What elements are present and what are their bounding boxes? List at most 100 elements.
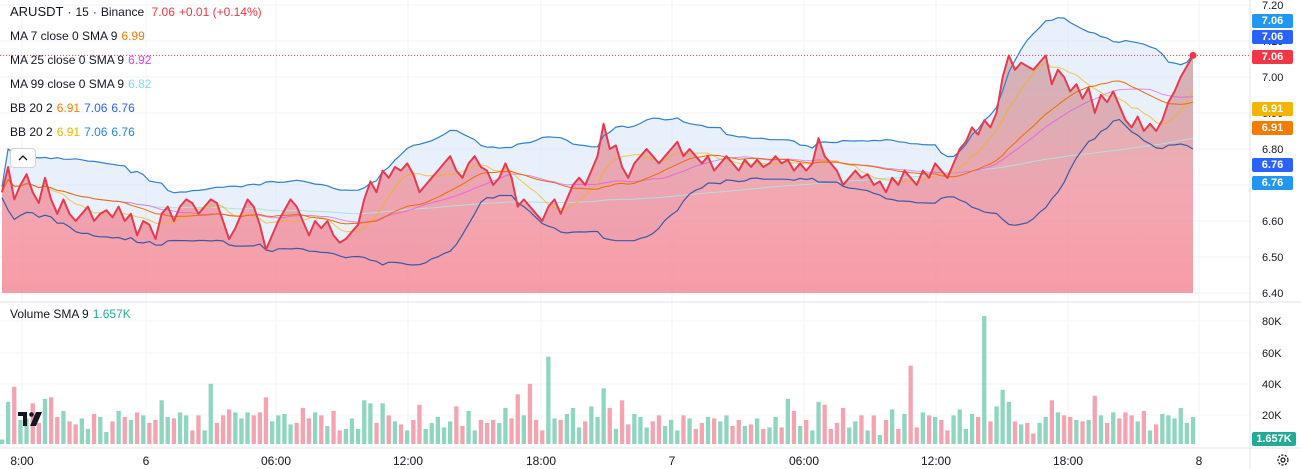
volume-bar	[779, 427, 784, 444]
volume-bar	[773, 416, 778, 444]
volume-bar	[1086, 419, 1091, 444]
time-tick-label: 12:00	[393, 454, 423, 468]
volume-bar	[712, 418, 717, 444]
price-tag: 6.76	[1252, 176, 1293, 190]
volume-bar	[300, 407, 305, 444]
volume-bar	[570, 407, 576, 444]
volume-legend-label[interactable]: Volume SMA 9	[10, 307, 89, 321]
volume-bar	[362, 400, 367, 444]
volume-bar	[171, 418, 177, 444]
volume-bar	[656, 415, 662, 444]
volume-bar	[527, 383, 533, 444]
volume-bar	[349, 418, 355, 444]
volume-bar	[190, 430, 195, 444]
time-tick-label: 06:00	[261, 454, 291, 468]
volume-bar	[435, 416, 440, 444]
volume-bar	[1043, 416, 1048, 444]
volume-bar	[1019, 424, 1024, 444]
volume-bar	[939, 419, 944, 444]
volume-bar	[890, 409, 895, 444]
volume-bar	[718, 421, 723, 444]
volume-bar	[804, 419, 809, 444]
symbol-name[interactable]: ARUSDT	[10, 4, 64, 19]
interval-label[interactable]: 15	[75, 5, 89, 19]
indicator-legend-row[interactable]: BB 20 2 6.91 7.06 6.76	[10, 101, 139, 115]
tradingview-logo-icon[interactable]	[18, 410, 44, 428]
price-axis-ticks[interactable]: 7.207.107.006.906.806.706.606.506.40	[1262, 0, 1283, 300]
volume-bar	[730, 425, 735, 444]
volume-bar	[828, 428, 833, 444]
collapse-legend-button[interactable]	[10, 148, 36, 168]
indicator-legend-row[interactable]: BB 20 2 6.91 7.06 6.76	[10, 125, 139, 139]
volume-bar	[976, 416, 981, 444]
volume-bar	[736, 419, 741, 444]
indicator-value: 6.76	[111, 101, 135, 115]
ma99-line	[1, 137, 1194, 215]
volume-bar	[1184, 422, 1189, 444]
volume-bar	[73, 424, 78, 444]
volume-bar	[521, 415, 526, 444]
volume-bar	[368, 403, 373, 444]
volume-bar	[288, 424, 293, 444]
price-tag: 6.91	[1252, 121, 1293, 135]
volume-bar	[847, 427, 852, 444]
indicator-legend-row[interactable]: MA 25 close 0 SMA 9 6.92	[10, 53, 155, 67]
volume-bar	[681, 415, 686, 444]
indicator-label: BB 20 2	[10, 125, 53, 139]
volume-bar	[282, 413, 287, 444]
volume-bar	[184, 415, 189, 444]
price-tick-label: 6.60	[1262, 216, 1283, 228]
volume-bar	[319, 415, 324, 444]
volume-bar	[877, 435, 883, 444]
volume-bar	[632, 413, 637, 444]
volume-bar	[810, 430, 815, 444]
volume-bar	[472, 430, 477, 444]
volume-bar	[638, 416, 643, 444]
volume-bar	[141, 415, 146, 444]
volume-bar	[785, 398, 790, 444]
volume-bar	[1117, 418, 1122, 444]
indicator-legend-row[interactable]: MA 99 close 0 SMA 9 6.82	[10, 77, 155, 91]
time-axis-ticks[interactable]: 8:00 6 06:00 12:00 18:00 7 06:00 12:00 18:00 8	[10, 454, 1202, 468]
volume-bar	[558, 419, 563, 444]
volume-bar	[355, 428, 361, 444]
volume-bar	[49, 397, 54, 444]
volume-bar	[251, 415, 256, 444]
price-tag: 7.06	[1252, 50, 1293, 64]
price-tick-label: 6.80	[1262, 144, 1283, 156]
volume-bar	[61, 410, 66, 444]
volume-bar	[6, 401, 11, 444]
volume-bar	[263, 397, 269, 444]
settings-gear-icon[interactable]	[1276, 453, 1290, 467]
volume-bar	[1068, 416, 1073, 444]
volume-bar	[392, 421, 398, 444]
volume-axis-ticks[interactable]: 80K 60K 40K 20K	[1262, 316, 1282, 422]
volume-bar	[576, 427, 582, 444]
bollinger-band-fill	[2, 17, 1193, 266]
volume-bar	[982, 316, 987, 444]
volume-bar	[933, 416, 938, 444]
volume-bar	[67, 421, 72, 444]
volume-bar	[478, 419, 483, 444]
volume-bar	[208, 383, 213, 444]
volume-bar	[1098, 415, 1104, 444]
volume-bar	[1172, 418, 1177, 444]
volume-tag: 1.657K	[1252, 432, 1296, 446]
volume-bar	[994, 406, 999, 444]
volume-bar	[589, 406, 594, 444]
volume-bar	[896, 428, 901, 444]
volume-bar	[313, 412, 318, 444]
chevron-up-icon	[18, 155, 28, 161]
volume-bar	[227, 409, 232, 444]
indicator-legend-row[interactable]: MA 7 close 0 SMA 9 6.99	[10, 29, 149, 43]
volume-bar	[306, 418, 312, 444]
volume-bar	[79, 418, 84, 444]
volume-bar	[761, 428, 766, 444]
volume-bar	[12, 386, 17, 444]
volume-bar	[914, 427, 919, 444]
volume-bar	[429, 422, 434, 444]
indicator-value: 7.06	[84, 125, 108, 139]
volume-bar	[1154, 424, 1159, 444]
volume-bar	[165, 416, 170, 444]
